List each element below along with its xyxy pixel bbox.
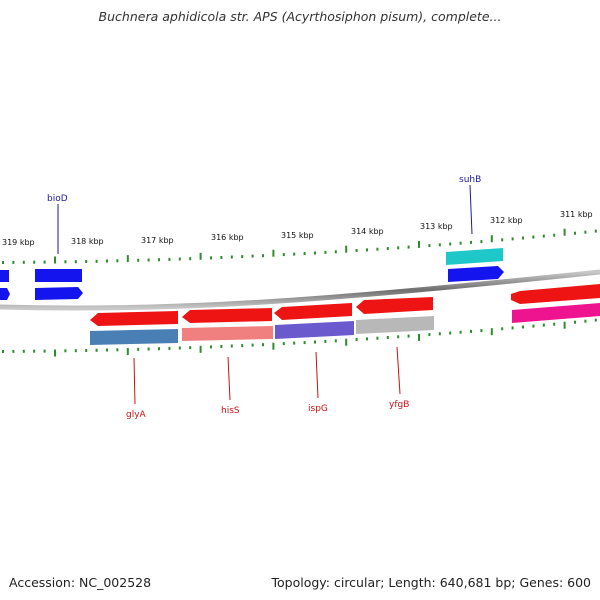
gene-label-bioD[interactable]: bioD [47,194,68,204]
suhB-leader [469,184,473,235]
gene-forward-edge-2[interactable] [0,288,10,300]
tick-label-313kbp: 313 kbp [420,222,453,231]
gene-ispG[interactable] [275,321,354,339]
tick-label-315kbp: 315 kbp [281,231,314,240]
gene-label-suhB[interactable]: suhB [459,175,481,185]
gene-glyA-arrow[interactable] [90,311,178,326]
gene-label-ispG[interactable]: ispG [308,404,328,414]
gene-forward-2[interactable] [35,287,83,300]
gene-forward-3[interactable] [448,266,504,282]
outer-scale-ticks [2,228,597,264]
gene-hisS-arrow[interactable] [182,308,272,323]
gene-hisS[interactable] [182,326,273,341]
tick-label-311kbp: 311 kbp [560,210,593,219]
genome-backbone [0,269,600,311]
gene-yfgB[interactable] [356,316,434,334]
glyA-leader [133,357,136,405]
genome-summary-text: Topology: circular; Length: 640,681 bp; … [271,575,592,590]
gene-forward-4[interactable] [511,284,600,304]
gene-label-yfgB[interactable]: yfgB [389,400,409,410]
tick-label-317kbp: 317 kbp [141,236,174,245]
tick-label-314kbp: 314 kbp [351,227,384,236]
inner-scale-ticks [2,318,597,357]
gene-suhB[interactable] [446,248,503,265]
tick-label-312kbp: 312 kbp [490,216,523,225]
gene-yfgB-arrow[interactable] [356,297,433,314]
gene-reverse-magenta[interactable] [512,303,600,323]
gene-label-glyA[interactable]: glyA [126,410,147,420]
gene-ispG-arrow[interactable] [274,303,352,320]
gene-bioD[interactable] [35,269,82,282]
gene-glyA[interactable] [90,329,178,345]
accession-text: Accession: NC_002528 [9,575,152,590]
map-title: Buchnera aphidicola str. APS (Acyrthosip… [98,9,502,24]
gene-label-hisS[interactable]: hisS [221,406,240,416]
gene-forward-edge-1[interactable] [0,270,9,282]
ispG-leader [315,351,319,399]
hisS-leader [227,356,231,401]
tick-label-316kbp: 316 kbp [211,233,244,242]
tick-label-318kbp: 318 kbp [71,237,104,246]
tick-label-319kbp: 319 kbp [2,238,35,247]
yfgB-leader [396,346,401,395]
